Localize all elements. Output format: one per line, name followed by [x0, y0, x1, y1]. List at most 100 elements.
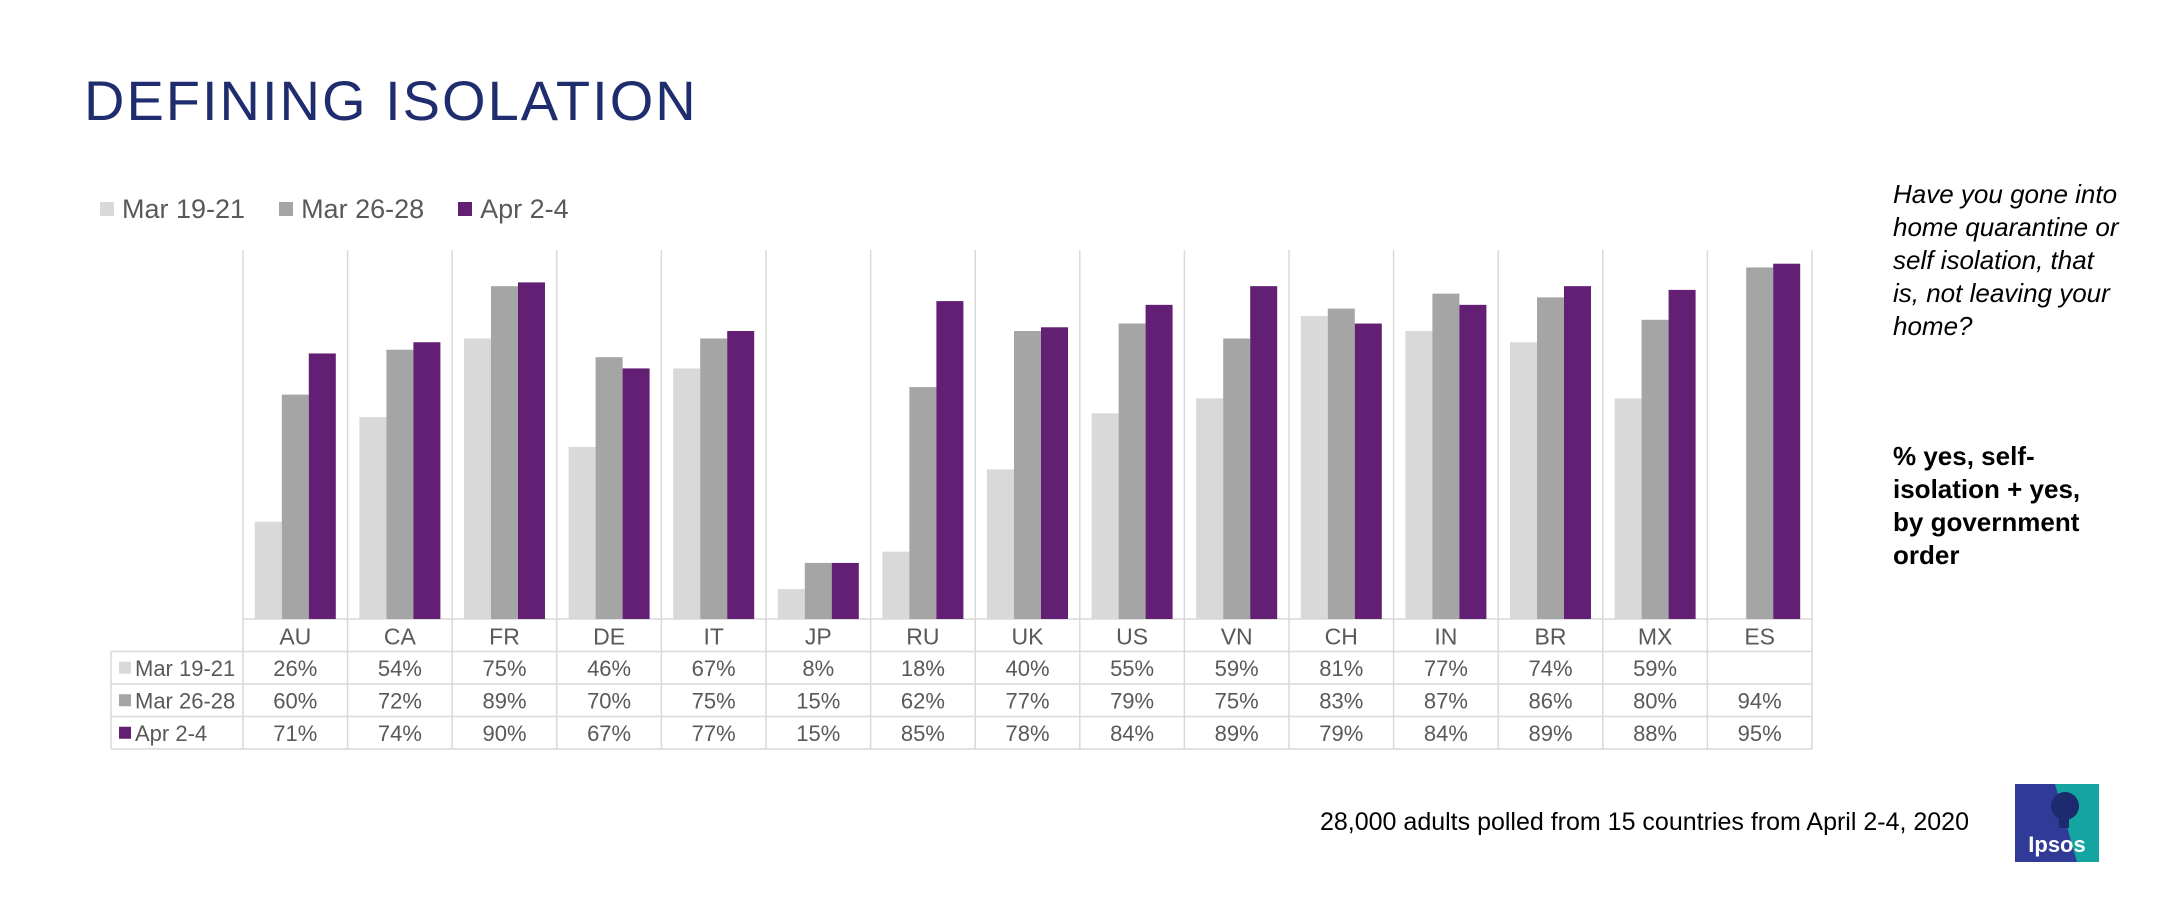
bar-us-series-1: [1118, 323, 1146, 619]
bar-uk-series-1: [1014, 331, 1041, 619]
data-label: 75%: [692, 688, 736, 713]
legend-swatch: [458, 202, 473, 216]
category-label: UK: [1012, 623, 1045, 649]
bar-jp-series-1: [804, 562, 832, 619]
data-label: 75%: [482, 656, 526, 681]
data-label: 62%: [901, 688, 945, 713]
bar-fr-series-1: [491, 286, 518, 619]
data-label: 15%: [796, 688, 840, 713]
data-label: 75%: [1215, 688, 1259, 713]
data-label: 79%: [1319, 721, 1363, 746]
data-label: 84%: [1424, 721, 1468, 746]
data-label: 74%: [378, 721, 422, 746]
data-label: 26%: [273, 656, 317, 681]
bar-ru-series-0: [882, 551, 910, 619]
gridlines: [110, 250, 1813, 750]
data-label: 78%: [1005, 721, 1049, 746]
data-label: 55%: [1110, 656, 1154, 681]
category-label: MX: [1638, 623, 1673, 649]
category-label: CH: [1325, 623, 1358, 649]
bars: [254, 263, 1801, 619]
bar-ru-series-2: [936, 301, 964, 619]
bar-mx-series-0: [1614, 398, 1642, 619]
bar-in-series-1: [1432, 293, 1460, 619]
legend-swatch: [279, 202, 294, 216]
category-label: IN: [1434, 623, 1457, 649]
data-label: 89%: [1528, 721, 1572, 746]
bar-au-series-0: [254, 521, 282, 619]
data-label: 85%: [901, 721, 945, 746]
data-label: 89%: [482, 688, 526, 713]
bar-chart: AU CA FR DE IT JP RU UK US VN CH IN BR MX ES Mar 19-21 2…: [110, 250, 1813, 750]
legend-label: Apr 2-4: [480, 193, 569, 224]
page-title: DEFINING ISOLATION: [84, 69, 698, 132]
bar-ch-series-1: [1327, 308, 1355, 619]
data-label: 59%: [1633, 656, 1677, 681]
bar-it-series-1: [700, 338, 728, 619]
ipsos-logo: Ipsos: [2015, 784, 2099, 862]
data-label: 88%: [1633, 721, 1677, 746]
legend-item-mar-26-28: Mar 26-28: [279, 194, 424, 225]
bar-br-series-0: [1510, 342, 1537, 619]
data-label: 71%: [273, 721, 317, 746]
bar-de-series-1: [595, 357, 623, 619]
data-label: 86%: [1528, 688, 1572, 713]
data-label: 87%: [1424, 688, 1468, 713]
data-label: 40%: [1005, 656, 1049, 681]
legend-item-apr-2-4: Apr 2-4: [458, 194, 569, 225]
legend-label: Mar 26-28: [301, 193, 425, 224]
bar-br-series-2: [1564, 286, 1591, 619]
bar-es-series-2: [1773, 263, 1801, 619]
category-label: RU: [906, 623, 939, 649]
bar-in-series-0: [1405, 331, 1433, 619]
category-label: DE: [593, 623, 625, 649]
bar-ca-series-1: [386, 349, 414, 619]
data-label: 84%: [1110, 721, 1154, 746]
bar-ca-series-0: [359, 417, 387, 619]
bar-it-series-0: [673, 368, 701, 619]
data-label: 60%: [273, 688, 317, 713]
bar-de-series-0: [568, 446, 596, 619]
bar-au-series-2: [308, 353, 336, 619]
bar-de-series-2: [622, 368, 650, 619]
data-label: 46%: [587, 656, 631, 681]
data-label: 89%: [1215, 721, 1259, 746]
bar-vn-series-1: [1223, 338, 1251, 619]
chart-legend: Mar 19-21 Mar 26-28 Apr 2-4: [100, 192, 569, 226]
data-label: 95%: [1738, 721, 1782, 746]
category-label: AU: [279, 623, 311, 649]
category-label: US: [1116, 623, 1148, 649]
data-label: 83%: [1319, 688, 1363, 713]
bar-uk-series-0: [987, 469, 1014, 619]
data-label: 59%: [1215, 656, 1259, 681]
bar-ch-series-0: [1300, 316, 1328, 619]
data-label: 67%: [692, 656, 736, 681]
table-swatch: [119, 694, 131, 707]
table-swatch: [119, 661, 131, 674]
category-label: CA: [384, 623, 417, 649]
bar-ch-series-2: [1354, 323, 1382, 619]
data-label: 77%: [1424, 656, 1468, 681]
table-swatch: [119, 726, 131, 739]
category-label: ES: [1744, 623, 1775, 649]
data-label: 74%: [1528, 656, 1572, 681]
data-label: 79%: [1110, 688, 1154, 713]
bar-us-series-0: [1091, 413, 1119, 619]
series-row-label: Mar 19-21: [135, 656, 235, 681]
data-label: 15%: [796, 721, 840, 746]
bar-br-series-1: [1537, 297, 1564, 619]
bar-uk-series-2: [1041, 327, 1068, 619]
bar-ru-series-1: [909, 387, 937, 619]
data-label: 54%: [378, 656, 422, 681]
logo-text: Ipsos: [2028, 832, 2085, 857]
data-label: 77%: [1005, 688, 1049, 713]
data-label: 94%: [1738, 688, 1782, 713]
series-row-label: Mar 26-28: [135, 688, 235, 713]
logo-neck-shape: [2059, 814, 2069, 828]
data-label: 77%: [692, 721, 736, 746]
bar-fr-series-0: [464, 338, 491, 619]
bar-us-series-2: [1145, 304, 1173, 619]
category-label: FR: [489, 623, 520, 649]
category-label: BR: [1535, 623, 1567, 649]
data-label: 70%: [587, 688, 631, 713]
